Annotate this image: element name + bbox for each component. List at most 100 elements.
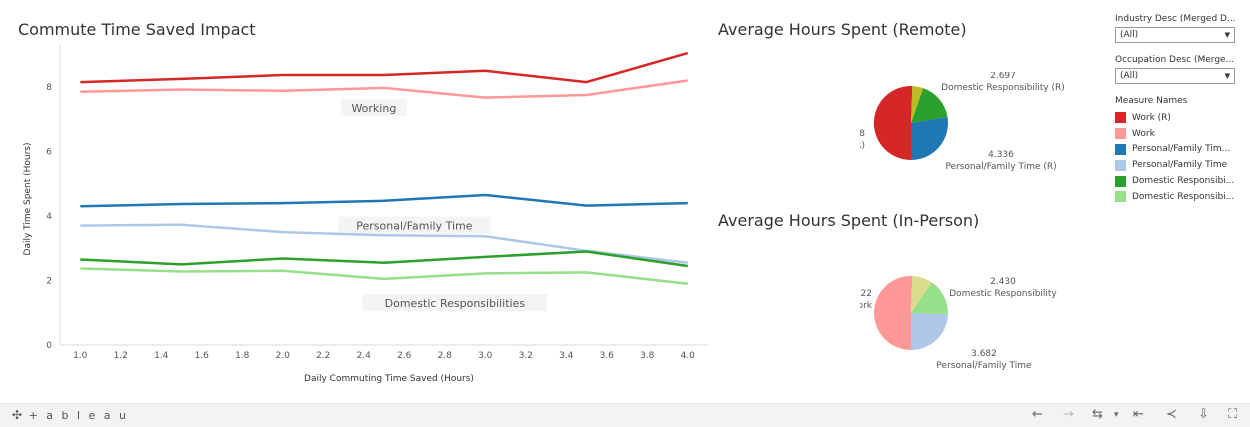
x-tick-label: 2.0 [276,351,291,361]
industry-filter-label: Industry Desc (Merged D... [1115,14,1236,24]
legend-label: Personal/Family Tim... [1132,144,1231,155]
x-tick-label: 3.4 [559,351,574,361]
pie-value-label: 2.430 [990,277,1016,287]
legend-item[interactable]: Domestic Responsibi... [1115,189,1245,205]
revert-all-icon[interactable]: ⇤ [1133,407,1144,422]
pie-value-label: 2.697 [990,72,1016,81]
tableau-logo-text: + a b l e a u [28,408,129,422]
pie-slice[interactable] [911,276,932,313]
legend-item[interactable]: Personal/Family Time [1115,157,1245,173]
annotation-label: Personal/Family Time [356,220,473,233]
industry-filter-value: (All) [1120,30,1139,40]
tableau-logo-icon: ✣ [12,408,25,422]
legend-label: Work (R) [1132,112,1171,123]
pie-slice[interactable] [874,275,913,350]
industry-filter-select[interactable]: (All) ▼ [1115,27,1235,43]
series-line[interactable] [80,193,688,208]
legend-swatch [1115,191,1126,203]
pie-value-label: 7.968 [860,129,865,139]
commute-line-chart[interactable]: 0 2 4 6 8 1.0 1.2 1.4 1.6 1.8 2.0 2.2 2.4 2.6 2.8 3.0 3.… [0,45,715,395]
pie-slice[interactable] [911,282,948,315]
x-tick-label: 3.6 [600,351,615,361]
x-tick-label: 2.4 [357,351,372,361]
pie-name-label: Personal/Family Time (R) [945,162,1056,172]
inperson-pie-chart[interactable]: 7.622 Work 2.430 Domestic Responsibility 3.6… [860,262,1090,372]
occupation-filter-label: Occupation Desc (Merge... [1115,55,1235,65]
pie-value-label: 3.682 [971,349,997,359]
x-tick-label: 2.2 [316,351,330,361]
legend-item[interactable]: Personal/Family Tim... [1115,142,1245,158]
legend-label: Work [1132,128,1155,139]
pie-slice[interactable] [911,117,948,160]
inperson-pie-title: Average Hours Spent (In-Person) [718,211,980,230]
x-tick-label: 1.8 [235,351,250,361]
pie-value-label: 4.336 [988,150,1014,160]
y-tick-label: 4 [46,212,52,222]
annotation-label: Working [351,102,396,115]
remote-pie-title: Average Hours Spent (Remote) [718,20,967,39]
pie-name-label: Personal/Family Time [936,361,1032,371]
x-tick-label: 1.0 [73,351,88,361]
redo-icon[interactable]: → [1063,407,1074,422]
pie-slice[interactable] [911,88,948,123]
legend-item[interactable]: Work [1115,126,1245,142]
pie-name-label: Domestic Responsibility (R) [941,83,1065,93]
x-tick-label: 1.4 [154,351,169,361]
series-line[interactable] [80,79,688,99]
dropdown-caret-icon[interactable]: ▾ [1114,410,1119,420]
legend-list: Work (R) Work Personal/Family Tim... Person… [1115,110,1245,205]
line-chart-title: Commute Time Saved Impact [18,20,256,39]
x-tick-label: 1.6 [195,351,210,361]
fullscreen-icon[interactable]: ⛶ [1228,407,1238,422]
legend-swatch [1115,128,1126,140]
annotation-box [338,216,491,234]
y-tick-label: 0 [46,341,52,351]
legend-swatch [1115,112,1126,124]
legend-swatch [1115,175,1126,187]
legend-swatch [1115,143,1126,155]
annotation-box [340,98,407,116]
series-line[interactable] [80,250,688,268]
remote-pie-chart[interactable]: 7.968 Work (R) 2.697 Domestic Responsibilit… [860,72,1090,182]
annotation-label: Domestic Responsibilities [385,297,526,310]
chevron-down-icon: ▼ [1224,72,1230,80]
share-icon[interactable]: ≺ [1166,407,1177,422]
pie-slice[interactable] [911,313,948,350]
x-tick-label: 2.6 [397,351,412,361]
x-tick-label: 3.2 [519,351,533,361]
chevron-down-icon: ▼ [1224,31,1230,39]
pie-slice[interactable] [873,86,913,161]
tableau-logo[interactable]: ✣ + a b l e a u [12,408,129,422]
y-tick-label: 6 [46,147,52,157]
undo-icon[interactable]: ← [1032,407,1043,422]
annotation-box [362,294,548,312]
legend-title: Measure Names [1115,96,1188,106]
x-tick-label: 3.0 [478,351,493,361]
x-tick-label: 3.8 [640,351,655,361]
pie-slice[interactable] [911,86,924,123]
filter-panel: Industry Desc (Merged D... (All) ▼ Occup… [1115,14,1245,205]
legend-label: Personal/Family Time [1132,160,1228,171]
occupation-filter-select[interactable]: (All) ▼ [1115,68,1235,84]
y-tick-label: 2 [46,276,52,286]
series-line[interactable] [80,267,688,285]
pie-name-label: Domestic Responsibility [949,289,1057,299]
series-line[interactable] [80,51,689,84]
x-axis-title: Daily Commuting Time Saved (Hours) [304,374,474,384]
pie-name-label: Work (R) [860,141,865,151]
tableau-toolbar: ✣ + a b l e a u ← → ⇆ ▾ ⇤ ≺ ⇩ ⛶ [0,403,1250,427]
y-axis-title: Daily Time Spent (Hours) [23,143,33,256]
revert-icon[interactable]: ⇆ [1092,407,1103,422]
x-tick-label: 4.0 [681,351,696,361]
occupation-filter-value: (All) [1120,71,1139,81]
pie-value-label: 7.622 [860,289,872,299]
legend-swatch [1115,159,1126,171]
legend-item[interactable]: Work (R) [1115,110,1245,126]
download-icon[interactable]: ⇩ [1198,407,1209,422]
legend-label: Domestic Responsibi... [1132,176,1235,187]
x-tick-label: 1.2 [114,351,128,361]
legend-item[interactable]: Domestic Responsibi... [1115,173,1245,189]
legend-label: Domestic Responsibi... [1132,191,1235,202]
y-tick-label: 8 [46,83,52,93]
pie-name-label: Work [860,301,873,311]
